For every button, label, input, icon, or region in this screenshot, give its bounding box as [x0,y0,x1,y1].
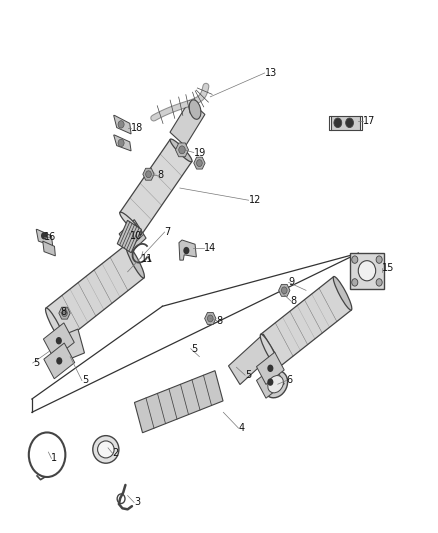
Text: 14: 14 [204,243,216,253]
Polygon shape [59,307,70,319]
Polygon shape [46,245,144,342]
Polygon shape [119,220,146,253]
Text: 8: 8 [291,296,297,306]
Polygon shape [114,115,131,134]
Text: 9: 9 [289,277,295,287]
Polygon shape [44,343,75,379]
Polygon shape [134,370,223,433]
Polygon shape [120,139,192,235]
Ellipse shape [268,376,283,393]
Text: 8: 8 [157,171,163,180]
Polygon shape [176,143,188,157]
Ellipse shape [333,277,352,310]
Text: 8: 8 [217,316,223,326]
Bar [331,116,360,130]
Text: 5: 5 [82,375,88,385]
Circle shape [118,139,124,147]
Polygon shape [279,285,290,296]
Ellipse shape [98,441,114,458]
Circle shape [267,378,273,386]
Bar [350,253,385,289]
Text: 10: 10 [130,231,142,241]
Text: 11: 11 [141,254,153,263]
Polygon shape [194,157,205,169]
Circle shape [352,279,358,286]
Ellipse shape [358,261,376,281]
Polygon shape [257,366,284,398]
Circle shape [267,365,273,372]
Text: 3: 3 [134,497,140,507]
Polygon shape [60,329,85,360]
Circle shape [118,120,124,128]
Polygon shape [43,241,55,256]
Polygon shape [261,277,351,368]
Polygon shape [205,312,216,325]
Text: 6: 6 [286,375,293,385]
Polygon shape [170,100,205,146]
Text: 2: 2 [113,448,119,458]
Polygon shape [117,220,141,253]
Circle shape [62,310,67,317]
Polygon shape [143,168,154,180]
Ellipse shape [46,308,64,342]
Ellipse shape [334,118,342,127]
Circle shape [282,287,287,294]
Ellipse shape [346,118,353,127]
Text: 19: 19 [194,148,206,158]
Circle shape [56,357,62,365]
Ellipse shape [189,100,201,119]
Polygon shape [179,240,196,260]
Ellipse shape [126,245,145,278]
Text: 13: 13 [265,68,277,78]
Polygon shape [114,135,131,151]
Circle shape [376,256,382,263]
Ellipse shape [120,212,142,235]
Text: 4: 4 [239,423,245,433]
Text: 12: 12 [249,195,261,205]
Text: 15: 15 [382,263,395,272]
Circle shape [197,160,202,166]
Text: 17: 17 [363,116,375,126]
Text: 1: 1 [51,454,57,463]
Ellipse shape [264,370,288,398]
Ellipse shape [170,139,192,162]
Ellipse shape [93,435,119,463]
Polygon shape [43,323,74,359]
Polygon shape [257,352,284,384]
Text: 5: 5 [33,358,39,368]
Text: 5: 5 [191,344,197,354]
Ellipse shape [260,334,279,368]
Circle shape [179,146,185,154]
Text: 8: 8 [60,306,66,317]
Text: 5: 5 [245,370,251,380]
Polygon shape [229,334,275,384]
Circle shape [376,279,382,286]
Polygon shape [36,229,53,246]
Circle shape [352,256,358,263]
Text: 16: 16 [44,232,57,243]
Circle shape [41,232,47,239]
Text: 7: 7 [165,227,171,237]
Text: 18: 18 [131,123,143,133]
Circle shape [184,247,189,254]
Circle shape [208,315,213,322]
Circle shape [146,171,151,177]
Circle shape [56,337,62,344]
